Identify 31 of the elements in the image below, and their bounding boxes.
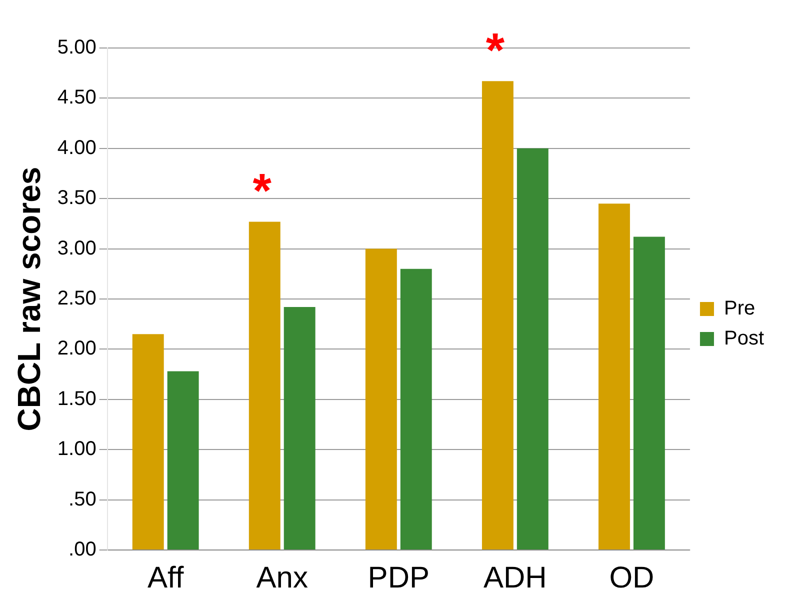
y-tick-label: .00 (68, 538, 96, 561)
x-tick-label: Aff (148, 561, 184, 594)
y-tick-label: 2.50 (57, 288, 96, 310)
y-tick-label: 2.00 (57, 338, 96, 360)
y-tick-label: 1.00 (57, 438, 96, 460)
annotation: * (252, 164, 272, 218)
y-tick-label: 5.00 (57, 36, 96, 59)
bar (248, 222, 280, 550)
x-tick-label: Anx (256, 561, 308, 594)
legend-label: Pre (724, 298, 756, 320)
legend-label: Post (724, 328, 764, 350)
bar (482, 81, 514, 550)
y-axis-title: CBCL raw scores (11, 166, 48, 432)
y-tick-label: 1.50 (57, 388, 96, 410)
x-tick-label: OD (609, 561, 654, 594)
bar (132, 334, 164, 550)
x-tick-label: ADH (484, 561, 547, 594)
bar (516, 148, 548, 550)
bar (598, 204, 630, 550)
y-tick-label: 3.50 (57, 187, 96, 210)
bar (400, 268, 432, 550)
bar (365, 248, 397, 550)
x-tick-label: PDP (368, 561, 430, 594)
y-tick-label: 3.00 (57, 237, 96, 260)
y-tick-label: .50 (68, 488, 96, 510)
y-tick-label: 4.00 (57, 136, 96, 159)
bar (633, 236, 665, 550)
y-tick-label: 4.50 (57, 86, 96, 109)
bar (167, 371, 199, 550)
annotation: * (486, 24, 505, 78)
bar (284, 307, 316, 550)
